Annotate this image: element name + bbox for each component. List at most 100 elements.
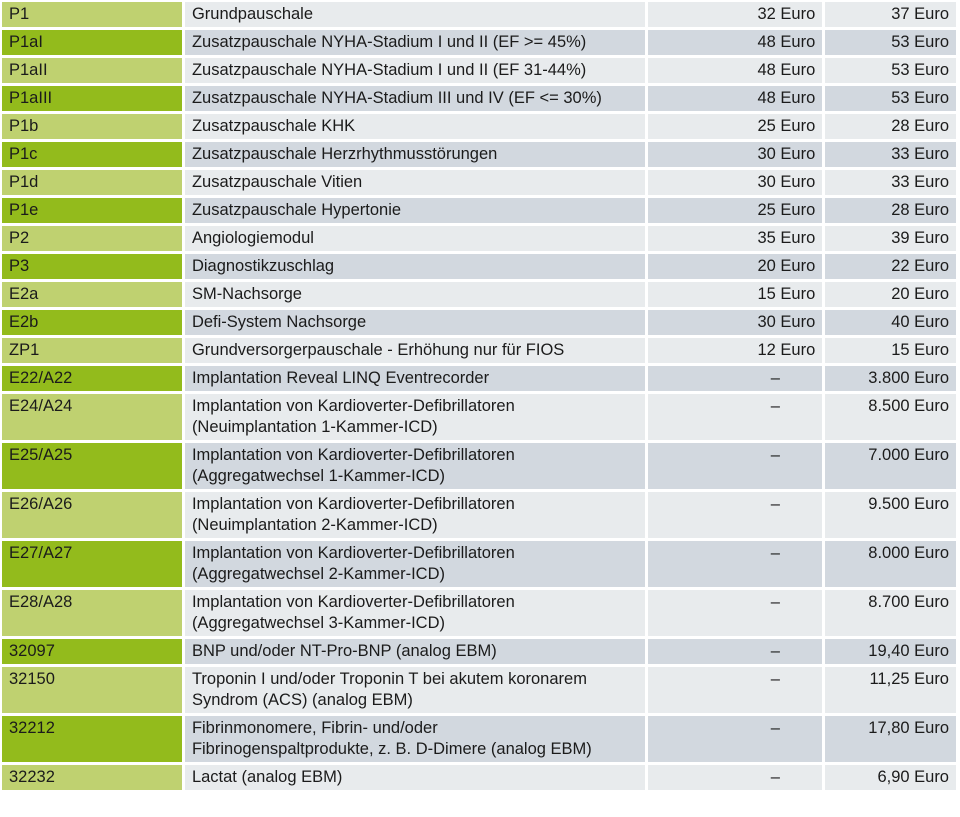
table-row: 32232 Lactat (analog EBM) – 6,90 Euro bbox=[2, 765, 956, 790]
table-row: E22/A22 Implantation Reveal LINQ Eventrec… bbox=[2, 366, 956, 391]
fee-description-line: Zusatzpauschale NYHA-Stadium III und IV … bbox=[191, 89, 602, 107]
fee-description-line: Implantation von Kardioverter-Defibrilla… bbox=[191, 495, 515, 513]
fee-value-1: – bbox=[770, 544, 780, 562]
table-row: E2b Defi-System Nachsorge 30 Euro 40 Euro bbox=[2, 310, 956, 335]
fee-value-2-cell: 3.800 Euro bbox=[825, 366, 956, 391]
table-row: P1 Grundpauschale 32 Euro 37 Euro bbox=[2, 2, 956, 27]
fee-description-line: Implantation von Kardioverter-Defibrilla… bbox=[191, 446, 515, 464]
fee-code-cell: P1c bbox=[2, 142, 182, 167]
fee-description-cell: Zusatzpauschale KHK bbox=[184, 114, 646, 139]
fee-value-1-cell: – bbox=[648, 366, 823, 391]
fee-description-cell: Zusatzpauschale Vitien bbox=[184, 170, 646, 195]
fee-code-cell: P3 bbox=[2, 254, 182, 279]
fee-value-2-cell: 39 Euro bbox=[825, 226, 956, 251]
fee-code-cell: E24/A24 bbox=[2, 394, 182, 440]
table-row: E28/A28 Implantation von Kardioverter-Def… bbox=[2, 590, 956, 636]
fee-description-line: Angiologiemodul bbox=[191, 229, 314, 247]
fee-description-line: BNP und/oder NT-Pro-BNP (analog EBM) bbox=[191, 642, 497, 660]
fee-description-cell: Zusatzpauschale NYHA-Stadium I und II (E… bbox=[184, 58, 646, 83]
table-row: P1aIII Zusatzpauschale NYHA-Stadium III u… bbox=[2, 86, 956, 111]
table-row: P1d Zusatzpauschale Vitien 30 Euro 33 Euro bbox=[2, 170, 956, 195]
fee-description-line: (Aggregatwechsel 3-Kammer-ICD) bbox=[191, 614, 446, 632]
fee-value-1-cell: – bbox=[648, 716, 823, 762]
fee-value-1: 30 Euro bbox=[757, 313, 816, 331]
fee-description-line: Syndrom (ACS) (analog EBM) bbox=[191, 691, 413, 709]
table-row: ZP1 Grundversorgerpauschale - Erhöhung nu… bbox=[2, 338, 956, 363]
fee-value-1: – bbox=[770, 593, 780, 611]
fee-value-1-cell: 25 Euro bbox=[648, 198, 823, 223]
fee-code-cell: E2a bbox=[2, 282, 182, 307]
fee-description-line: Troponin I und/oder Troponin T bei akute… bbox=[191, 670, 587, 688]
fee-value-2-cell: 20 Euro bbox=[825, 282, 956, 307]
fee-code-cell: P1d bbox=[2, 170, 182, 195]
fee-value-2-cell: 7.000 Euro bbox=[825, 443, 956, 489]
fee-value-1-cell: 48 Euro bbox=[648, 30, 823, 55]
fee-code-cell: P1 bbox=[2, 2, 182, 27]
fee-description-cell: Implantation von Kardioverter-Defibrilla… bbox=[184, 394, 646, 440]
fee-description-cell: Troponin I und/oder Troponin T bei akute… bbox=[184, 667, 646, 713]
fee-description-cell: Implantation von Kardioverter-Defibrilla… bbox=[184, 492, 646, 538]
fee-value-1-cell: 48 Euro bbox=[648, 86, 823, 111]
fee-value-1-cell: – bbox=[648, 765, 823, 790]
fee-value-1: 25 Euro bbox=[757, 201, 816, 219]
fee-value-2-cell: 33 Euro bbox=[825, 170, 956, 195]
fee-value-2-cell: 11,25 Euro bbox=[825, 667, 956, 713]
fee-value-1-cell: 30 Euro bbox=[648, 310, 823, 335]
fee-description-cell: Implantation von Kardioverter-Defibrilla… bbox=[184, 443, 646, 489]
fee-description-cell: Implantation von Kardioverter-Defibrilla… bbox=[184, 590, 646, 636]
fee-value-2-cell: 40 Euro bbox=[825, 310, 956, 335]
fee-value-2-cell: 9.500 Euro bbox=[825, 492, 956, 538]
fee-code-cell: E28/A28 bbox=[2, 590, 182, 636]
fee-description-line: (Aggregatwechsel 2-Kammer-ICD) bbox=[191, 565, 446, 583]
fee-description-line: Grundversorgerpauschale - Erhöhung nur f… bbox=[191, 341, 565, 359]
fee-description-cell: Lactat (analog EBM) bbox=[184, 765, 646, 790]
fee-description-line: Grundpauschale bbox=[191, 5, 314, 23]
fee-value-1: 30 Euro bbox=[757, 173, 816, 191]
fee-value-1: – bbox=[770, 719, 780, 737]
table-row: E25/A25 Implantation von Kardioverter-Def… bbox=[2, 443, 956, 489]
fee-value-1-cell: – bbox=[648, 492, 823, 538]
table-row: E26/A26 Implantation von Kardioverter-Def… bbox=[2, 492, 956, 538]
fee-value-1-cell: – bbox=[648, 443, 823, 489]
fee-value-1-cell: – bbox=[648, 541, 823, 587]
fee-description-line: Implantation von Kardioverter-Defibrilla… bbox=[191, 397, 515, 415]
fee-value-1: 30 Euro bbox=[757, 145, 816, 163]
fee-description-line: Zusatzpauschale Herzrhythmusstörungen bbox=[191, 145, 498, 163]
fee-code-cell: P1aIII bbox=[2, 86, 182, 111]
fee-description-line: (Neuimplantation 2-Kammer-ICD) bbox=[191, 516, 438, 534]
fee-description-line: (Neuimplantation 1-Kammer-ICD) bbox=[191, 418, 438, 436]
fee-table-body: P1 Grundpauschale 32 Euro 37 Euro P1aI Zusatz… bbox=[2, 2, 956, 790]
fee-value-1-cell: 32 Euro bbox=[648, 2, 823, 27]
fee-description-line: Fibrinmonomere, Fibrin- und/oder bbox=[191, 719, 438, 737]
fee-value-2-cell: 6,90 Euro bbox=[825, 765, 956, 790]
table-row: P1e Zusatzpauschale Hypertonie 25 Euro 28 E… bbox=[2, 198, 956, 223]
fee-value-1-cell: 20 Euro bbox=[648, 254, 823, 279]
fee-value-1: 35 Euro bbox=[757, 229, 816, 247]
fee-value-1: – bbox=[770, 369, 780, 387]
table-row: P1aI Zusatzpauschale NYHA-Stadium I und I… bbox=[2, 30, 956, 55]
fee-value-2-cell: 22 Euro bbox=[825, 254, 956, 279]
fee-description-cell: Defi-System Nachsorge bbox=[184, 310, 646, 335]
fee-description-line: Implantation von Kardioverter-Defibrilla… bbox=[191, 593, 515, 611]
fee-description-cell: Grundversorgerpauschale - Erhöhung nur f… bbox=[184, 338, 646, 363]
fee-description-cell: Implantation Reveal LINQ Eventrecorder bbox=[184, 366, 646, 391]
table-row: 32150 Troponin I und/oder Troponin T bei … bbox=[2, 667, 956, 713]
fee-value-2-cell: 53 Euro bbox=[825, 30, 956, 55]
fee-description-line: Lactat (analog EBM) bbox=[191, 768, 343, 786]
fee-description-line: Fibrinogenspaltprodukte, z. B. D-Dimere … bbox=[191, 740, 592, 758]
fee-value-2-cell: 15 Euro bbox=[825, 338, 956, 363]
fee-description-cell: Grundpauschale bbox=[184, 2, 646, 27]
fee-description-cell: Fibrinmonomere, Fibrin- und/oder Fibrinog… bbox=[184, 716, 646, 762]
fee-value-1-cell: – bbox=[648, 639, 823, 664]
fee-value-1: – bbox=[770, 768, 780, 786]
table-row: P3 Diagnostikzuschlag 20 Euro 22 Euro bbox=[2, 254, 956, 279]
fee-value-2-cell: 19,40 Euro bbox=[825, 639, 956, 664]
fee-description-cell: Zusatzpauschale Herzrhythmusstörungen bbox=[184, 142, 646, 167]
fee-value-2-cell: 28 Euro bbox=[825, 114, 956, 139]
fee-code-cell: 32150 bbox=[2, 667, 182, 713]
fee-value-1-cell: 12 Euro bbox=[648, 338, 823, 363]
fee-code-cell: ZP1 bbox=[2, 338, 182, 363]
fee-value-1: 20 Euro bbox=[757, 257, 816, 275]
table-row: E2a SM-Nachsorge 15 Euro 20 Euro bbox=[2, 282, 956, 307]
fee-value-1-cell: 30 Euro bbox=[648, 170, 823, 195]
